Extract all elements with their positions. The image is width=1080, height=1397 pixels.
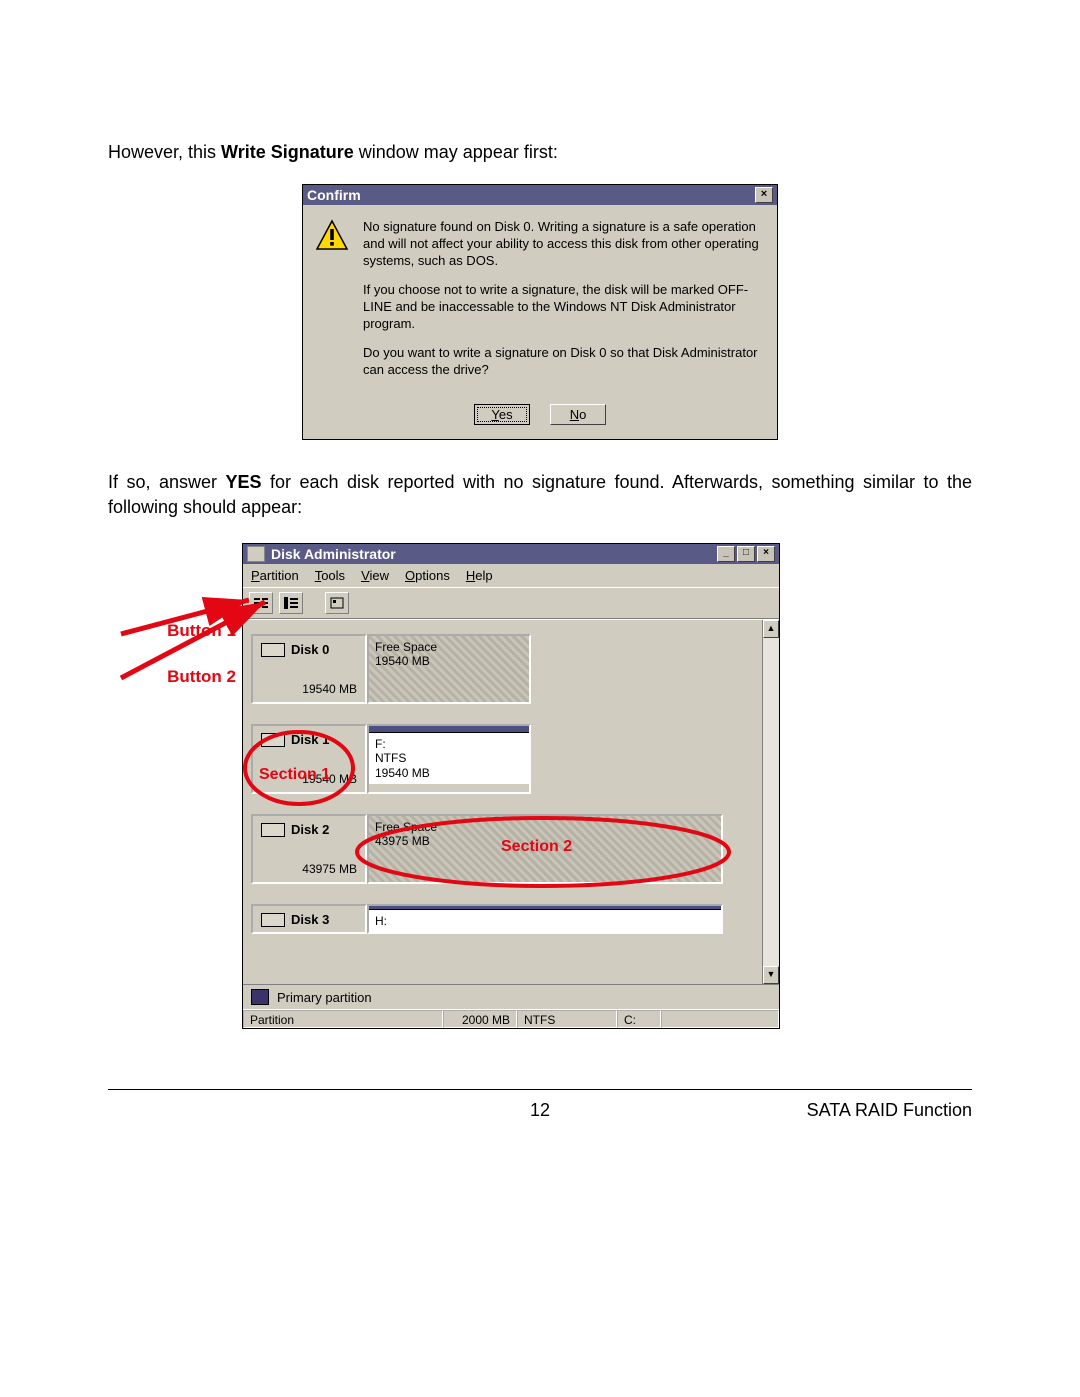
scroll-up-icon[interactable]: ▲ bbox=[763, 620, 779, 638]
disk-icon bbox=[261, 823, 285, 837]
no-button[interactable]: No bbox=[550, 404, 606, 425]
mid-bold: YES bbox=[225, 472, 261, 492]
status-label: Partition bbox=[243, 1010, 443, 1028]
maximize-icon[interactable]: □ bbox=[737, 546, 755, 562]
disk-admin-title: Disk Administrator bbox=[271, 546, 396, 562]
menu-view[interactable]: View bbox=[361, 568, 389, 583]
disk-row: Disk 1 19540 MB F:NTFS19540 MB bbox=[251, 724, 756, 794]
confirm-dialog: Confirm × No signature found on Disk 0. … bbox=[302, 184, 778, 440]
disk-icon bbox=[261, 643, 285, 657]
legend-swatch bbox=[251, 989, 269, 1005]
disk-size: 43975 MB bbox=[261, 862, 357, 876]
disk-administrator-window: Disk Administrator _ □ × Partition Tools… bbox=[242, 543, 780, 1029]
disk-admin-titlebar: Disk Administrator _ □ × bbox=[243, 544, 779, 564]
status-bar: Partition 2000 MB NTFS C: bbox=[243, 1009, 779, 1028]
free-space-region[interactable]: Free Space43975 MB bbox=[367, 814, 723, 884]
disk-label: Disk 1 19540 MB bbox=[251, 724, 367, 794]
menu-options[interactable]: Options bbox=[405, 568, 450, 583]
disk-size: 19540 MB bbox=[261, 682, 357, 696]
disk-name: Disk 0 bbox=[261, 642, 357, 657]
confirm-para3: Do you want to write a signature on Disk… bbox=[363, 345, 761, 379]
close-icon[interactable]: × bbox=[757, 546, 775, 562]
confirm-para1: No signature found on Disk 0. Writing a … bbox=[363, 219, 761, 270]
volume-region[interactable]: H: bbox=[367, 904, 723, 934]
legend: Primary partition bbox=[243, 984, 779, 1009]
yes-button[interactable]: Yes bbox=[474, 404, 530, 425]
disk-label: Disk 3 bbox=[251, 904, 367, 934]
status-drive: C: bbox=[617, 1010, 661, 1028]
disk-name: Disk 2 bbox=[261, 822, 357, 837]
status-size: 2000 MB bbox=[443, 1010, 517, 1028]
mid-paragraph: If so, answer YES for each disk reported… bbox=[108, 470, 972, 519]
legend-label: Primary partition bbox=[277, 990, 372, 1005]
disk-size: 19540 MB bbox=[261, 772, 357, 786]
volume-body: F:NTFS19540 MB bbox=[369, 733, 529, 784]
toolbar bbox=[243, 587, 779, 619]
intro-paragraph: However, this Write Signature window may… bbox=[108, 140, 972, 164]
toolbar-button-1[interactable] bbox=[249, 592, 273, 614]
footer: 12 SATA RAID Function bbox=[108, 1089, 972, 1121]
callout-column: Button 1 Button 2 bbox=[108, 543, 242, 714]
disk-row: Disk 0 19540 MB Free Space19540 MB bbox=[251, 634, 756, 704]
callout-button2: Button 2 bbox=[108, 667, 236, 687]
close-icon[interactable]: × bbox=[755, 187, 773, 203]
mid-pre: If so, answer bbox=[108, 472, 225, 492]
confirm-title: Confirm bbox=[307, 187, 361, 203]
disk-icon bbox=[261, 913, 285, 927]
disk-name: Disk 3 bbox=[261, 912, 357, 927]
disk-name: Disk 1 bbox=[261, 732, 357, 747]
intro-pre: However, this bbox=[108, 142, 221, 162]
menu-bar: Partition Tools View Options Help bbox=[243, 564, 779, 587]
scroll-down-icon[interactable]: ▼ bbox=[763, 966, 779, 984]
page-number: 12 bbox=[530, 1100, 550, 1121]
menu-help[interactable]: Help bbox=[466, 568, 493, 583]
volume-stripe bbox=[369, 726, 529, 733]
volume-body: H: bbox=[369, 910, 721, 932]
callout-button1: Button 1 bbox=[108, 621, 236, 641]
disk-row: Disk 3 H: bbox=[251, 904, 756, 934]
menu-partition[interactable]: Partition bbox=[251, 568, 299, 583]
disk-icon bbox=[261, 733, 285, 747]
intro-bold: Write Signature bbox=[221, 142, 354, 162]
confirm-titlebar: Confirm × bbox=[303, 185, 777, 205]
intro-post: window may appear first: bbox=[354, 142, 558, 162]
confirm-text: No signature found on Disk 0. Writing a … bbox=[363, 219, 761, 390]
disk-label: Disk 0 19540 MB bbox=[251, 634, 367, 704]
toolbar-button-2[interactable] bbox=[279, 592, 303, 614]
toolbar-button-3[interactable] bbox=[325, 592, 349, 614]
computer-icon bbox=[247, 546, 265, 562]
scrollbar[interactable]: ▲ ▼ bbox=[762, 620, 779, 984]
footer-right: SATA RAID Function bbox=[807, 1100, 972, 1121]
minimize-icon[interactable]: _ bbox=[717, 546, 735, 562]
confirm-para2: If you choose not to write a signature, … bbox=[363, 282, 761, 333]
status-fs: NTFS bbox=[517, 1010, 617, 1028]
warning-icon bbox=[315, 219, 349, 390]
disk-row: Disk 2 43975 MB Free Space43975 MB bbox=[251, 814, 756, 884]
free-space-region[interactable]: Free Space19540 MB bbox=[367, 634, 531, 704]
menu-tools[interactable]: Tools bbox=[315, 568, 345, 583]
status-spacer bbox=[661, 1010, 779, 1028]
disk-label: Disk 2 43975 MB bbox=[251, 814, 367, 884]
volume-region[interactable]: F:NTFS19540 MB bbox=[367, 724, 531, 794]
